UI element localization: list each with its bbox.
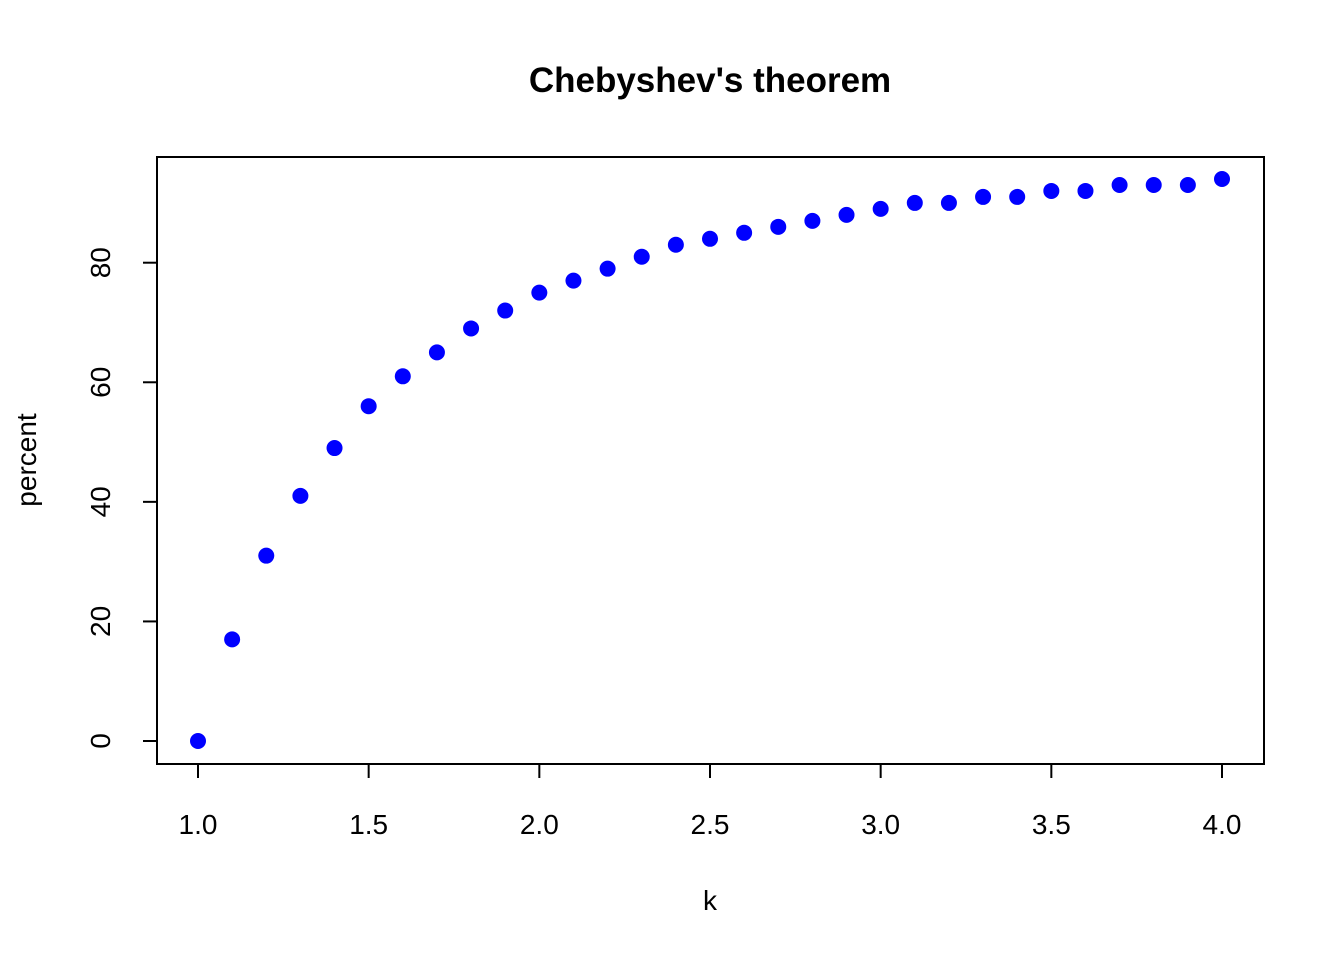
x-axis-label: k xyxy=(703,885,718,916)
y-tick-label: 80 xyxy=(85,247,116,278)
x-tick-label: 2.0 xyxy=(520,809,559,840)
data-point xyxy=(1111,176,1128,193)
data-point xyxy=(872,200,889,217)
x-tick-label: 2.5 xyxy=(691,809,730,840)
x-tick-label: 4.0 xyxy=(1203,809,1242,840)
y-tick-label: 20 xyxy=(85,606,116,637)
data-point xyxy=(667,236,684,253)
y-tick-label: 0 xyxy=(85,733,116,749)
data-point xyxy=(565,272,582,289)
data-points xyxy=(190,171,1230,749)
chart-title: Chebyshev's theorem xyxy=(529,61,891,100)
data-point xyxy=(838,206,855,223)
data-point xyxy=(1043,182,1060,199)
data-point xyxy=(599,260,616,277)
data-point xyxy=(224,631,241,648)
data-point xyxy=(360,398,377,415)
data-point xyxy=(702,230,718,247)
data-point xyxy=(531,284,548,301)
y-tick-label: 60 xyxy=(85,367,116,398)
data-point xyxy=(190,733,206,749)
y-tick-label: 40 xyxy=(85,486,116,517)
data-point xyxy=(1214,171,1230,187)
data-point xyxy=(906,194,923,211)
data-point xyxy=(940,194,957,211)
data-point xyxy=(1179,176,1196,193)
data-point xyxy=(292,487,309,504)
data-point xyxy=(428,344,445,361)
data-point xyxy=(975,188,992,205)
x-tick-label: 3.5 xyxy=(1032,809,1071,840)
data-point xyxy=(497,302,514,319)
data-point xyxy=(770,218,787,235)
x-axis: 1.0 1.5 2.0 2.5 3.0 3.5 4.0 xyxy=(179,763,1242,840)
y-axis-label: percent xyxy=(11,413,42,507)
data-point xyxy=(633,248,650,265)
data-point xyxy=(326,440,343,457)
data-point xyxy=(804,212,821,229)
data-point xyxy=(1145,176,1162,193)
y-axis: 0 20 40 60 80 xyxy=(85,247,158,749)
x-tick-label: 3.0 xyxy=(861,809,900,840)
data-point xyxy=(1077,182,1094,199)
data-point xyxy=(463,320,480,337)
data-point xyxy=(736,224,753,241)
data-point xyxy=(258,547,275,564)
data-point xyxy=(394,368,411,385)
x-tick-label: 1.5 xyxy=(349,809,388,840)
data-point xyxy=(1009,188,1026,205)
plot-frame xyxy=(156,156,1265,765)
x-tick-label: 1.0 xyxy=(179,809,218,840)
